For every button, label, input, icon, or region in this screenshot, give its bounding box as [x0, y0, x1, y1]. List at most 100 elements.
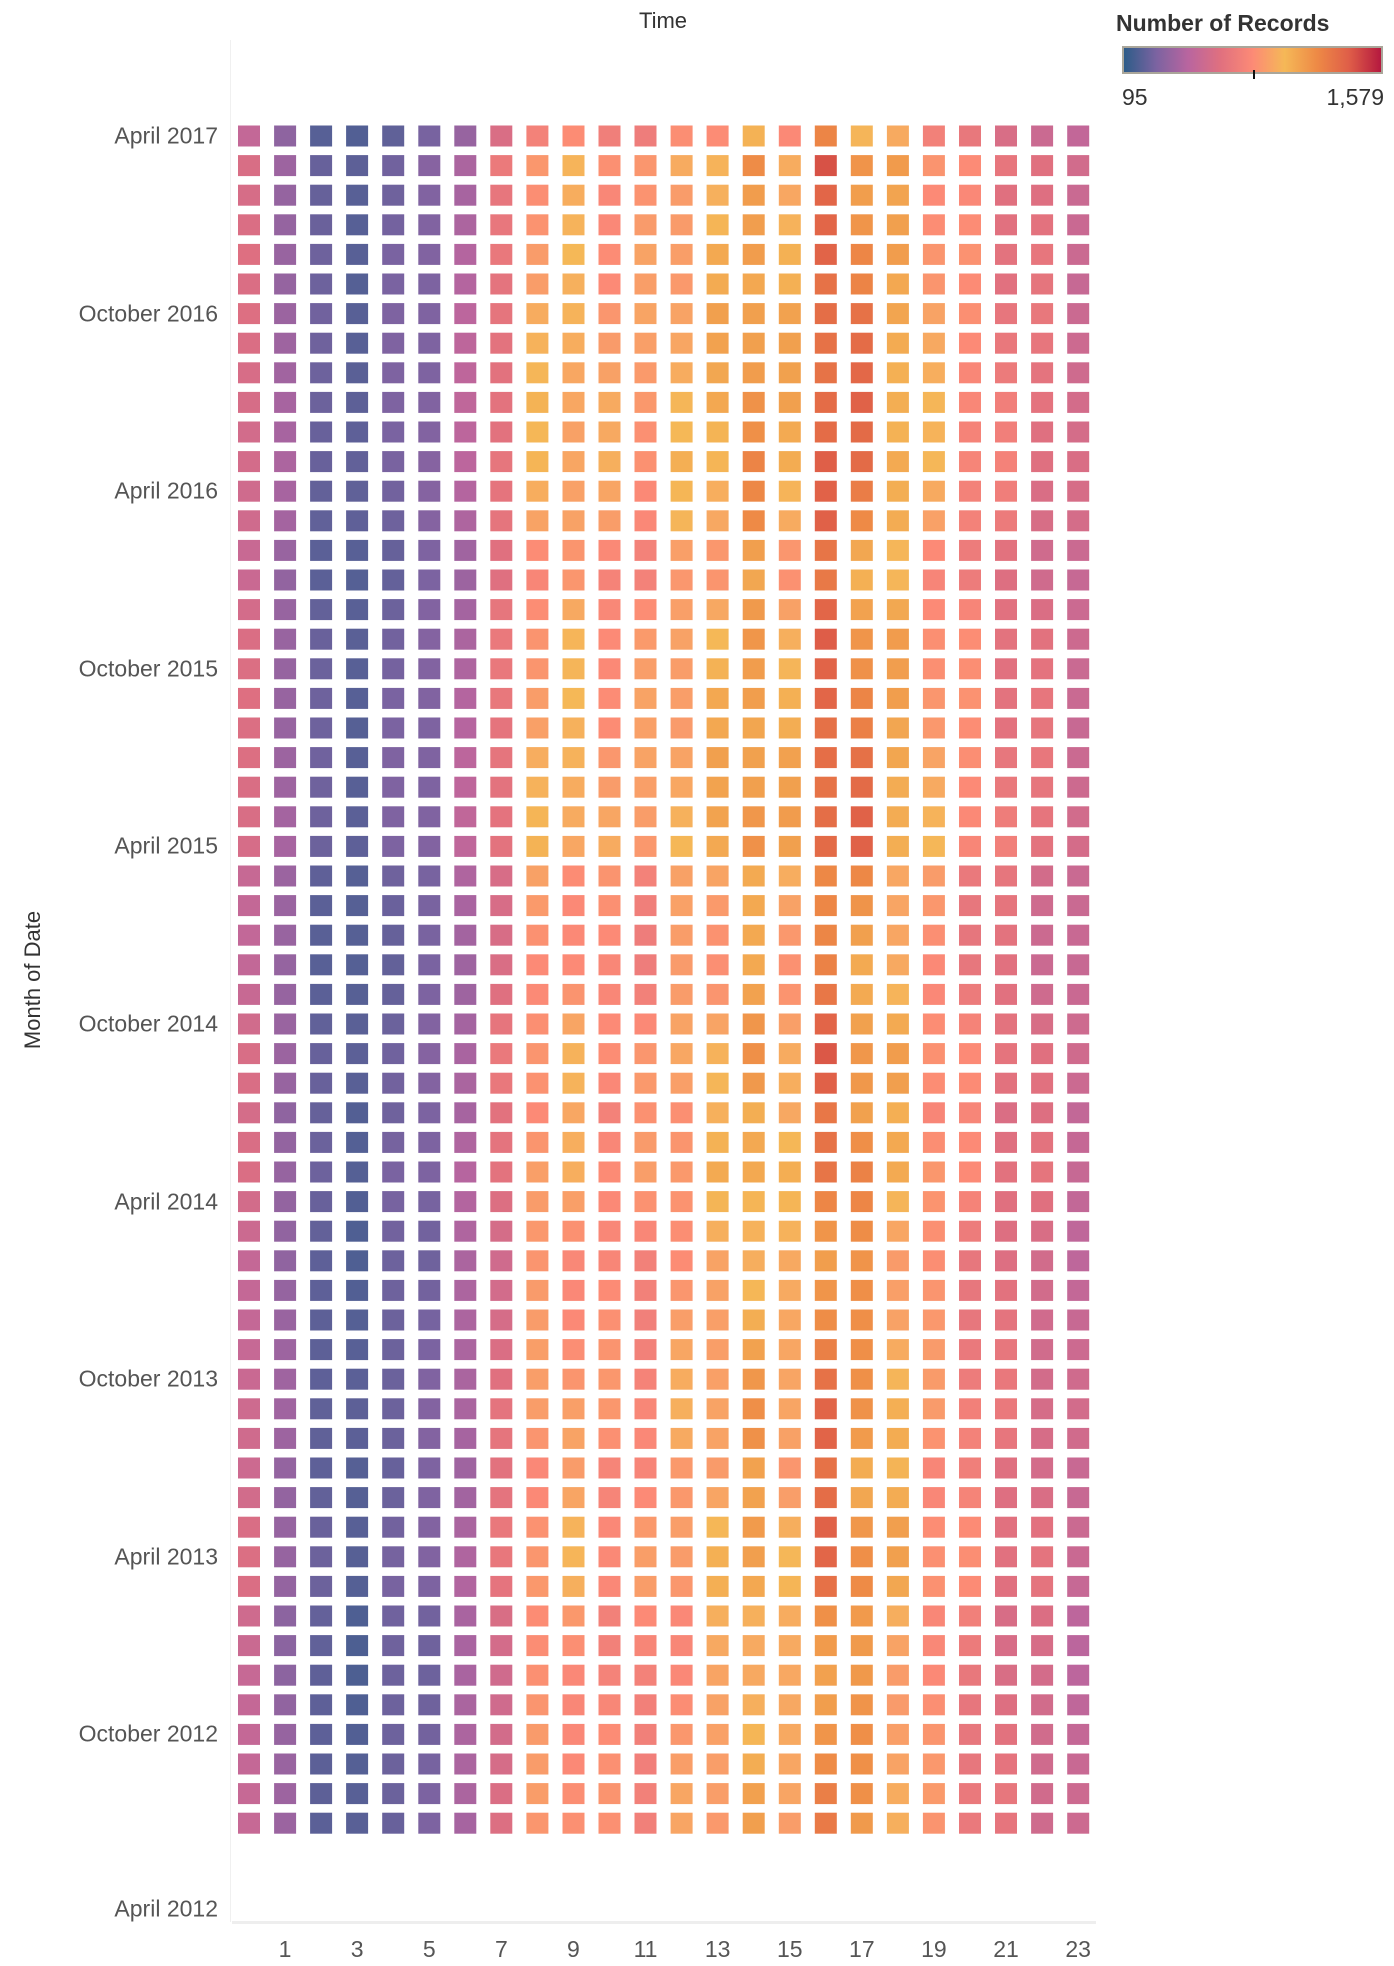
- heatmap-cell[interactable]: [850, 1575, 873, 1597]
- heatmap-cell[interactable]: [274, 1723, 297, 1745]
- heatmap-cell[interactable]: [526, 747, 549, 769]
- heatmap-cell[interactable]: [778, 1220, 801, 1242]
- heatmap-cell[interactable]: [274, 628, 297, 650]
- heatmap-cell[interactable]: [382, 1131, 405, 1153]
- heatmap-cell[interactable]: [454, 924, 477, 946]
- heatmap-cell[interactable]: [346, 1339, 369, 1361]
- heatmap-cell[interactable]: [995, 747, 1017, 769]
- heatmap-cell[interactable]: [562, 1309, 585, 1331]
- heatmap-cell[interactable]: [562, 1575, 585, 1597]
- heatmap-cell[interactable]: [706, 895, 729, 917]
- heatmap-cell[interactable]: [1031, 1309, 1054, 1331]
- heatmap-cell[interactable]: [1031, 569, 1054, 591]
- heatmap-cell[interactable]: [995, 273, 1017, 295]
- heatmap-cell[interactable]: [959, 510, 981, 532]
- heatmap-cell[interactable]: [346, 983, 369, 1005]
- heatmap-cell[interactable]: [995, 687, 1017, 709]
- heatmap-cell[interactable]: [562, 1546, 585, 1568]
- heatmap-cell[interactable]: [310, 1309, 333, 1331]
- heatmap-cell[interactable]: [1067, 1546, 1090, 1568]
- heatmap-cell[interactable]: [922, 1457, 945, 1479]
- heatmap-cell[interactable]: [598, 243, 621, 265]
- heatmap-cell[interactable]: [310, 895, 333, 917]
- heatmap-cell[interactable]: [634, 273, 657, 295]
- heatmap-cell[interactable]: [598, 391, 621, 413]
- heatmap-cell[interactable]: [562, 391, 585, 413]
- heatmap-cell[interactable]: [238, 1457, 260, 1479]
- heatmap-cell[interactable]: [634, 1635, 657, 1657]
- heatmap-cell[interactable]: [310, 1220, 333, 1242]
- heatmap-cell[interactable]: [454, 983, 477, 1005]
- heatmap-cell[interactable]: [814, 1723, 837, 1745]
- heatmap-cell[interactable]: [850, 924, 873, 946]
- heatmap-cell[interactable]: [995, 1753, 1017, 1775]
- heatmap-cell[interactable]: [706, 1487, 729, 1509]
- heatmap-cell[interactable]: [995, 332, 1017, 354]
- heatmap-cell[interactable]: [346, 658, 369, 680]
- heatmap-cell[interactable]: [526, 243, 549, 265]
- heatmap-cell[interactable]: [526, 1368, 549, 1390]
- heatmap-cell[interactable]: [706, 924, 729, 946]
- heatmap-cell[interactable]: [382, 1161, 405, 1183]
- heatmap-cell[interactable]: [670, 243, 693, 265]
- heatmap-cell[interactable]: [310, 539, 333, 561]
- heatmap-cell[interactable]: [346, 776, 369, 798]
- heatmap-cell[interactable]: [670, 451, 693, 473]
- heatmap-cell[interactable]: [742, 1694, 765, 1716]
- heatmap-cell[interactable]: [238, 835, 260, 857]
- heatmap-cell[interactable]: [959, 1161, 981, 1183]
- heatmap-cell[interactable]: [995, 1072, 1017, 1094]
- heatmap-cell[interactable]: [1031, 924, 1054, 946]
- heatmap-cell[interactable]: [670, 1309, 693, 1331]
- heatmap-cell[interactable]: [778, 983, 801, 1005]
- heatmap-cell[interactable]: [490, 1161, 513, 1183]
- heatmap-cell[interactable]: [706, 983, 729, 1005]
- heatmap-cell[interactable]: [490, 1575, 513, 1597]
- heatmap-cell[interactable]: [1031, 1250, 1054, 1272]
- heatmap-cell[interactable]: [490, 1812, 513, 1834]
- heatmap-cell[interactable]: [1067, 303, 1090, 325]
- heatmap-cell[interactable]: [490, 243, 513, 265]
- heatmap-cell[interactable]: [598, 1783, 621, 1805]
- heatmap-cell[interactable]: [490, 1102, 513, 1124]
- heatmap-cell[interactable]: [886, 214, 909, 236]
- heatmap-cell[interactable]: [598, 1694, 621, 1716]
- heatmap-cell[interactable]: [346, 303, 369, 325]
- heatmap-cell[interactable]: [922, 628, 945, 650]
- heatmap-cell[interactable]: [1067, 1783, 1090, 1805]
- heatmap-cell[interactable]: [310, 1279, 333, 1301]
- heatmap-cell[interactable]: [238, 1043, 260, 1065]
- heatmap-cell[interactable]: [526, 1635, 549, 1657]
- heatmap-cell[interactable]: [418, 1575, 441, 1597]
- heatmap-cell[interactable]: [706, 1191, 729, 1213]
- heatmap-cell[interactable]: [346, 1072, 369, 1094]
- heatmap-cell[interactable]: [454, 1427, 477, 1449]
- heatmap-cell[interactable]: [526, 1398, 549, 1420]
- heatmap-cell[interactable]: [454, 1575, 477, 1597]
- heatmap-cell[interactable]: [706, 1635, 729, 1657]
- heatmap-cell[interactable]: [562, 332, 585, 354]
- heatmap-cell[interactable]: [562, 214, 585, 236]
- heatmap-cell[interactable]: [382, 895, 405, 917]
- heatmap-cell[interactable]: [778, 747, 801, 769]
- heatmap-cell[interactable]: [1031, 1161, 1054, 1183]
- heatmap-cell[interactable]: [922, 1043, 945, 1065]
- heatmap-cell[interactable]: [634, 1694, 657, 1716]
- heatmap-cell[interactable]: [634, 1191, 657, 1213]
- heatmap-cell[interactable]: [959, 1131, 981, 1153]
- heatmap-cell[interactable]: [418, 273, 441, 295]
- heatmap-cell[interactable]: [238, 1013, 260, 1035]
- heatmap-cell[interactable]: [1031, 835, 1054, 857]
- heatmap-cell[interactable]: [742, 983, 765, 1005]
- heatmap-cell[interactable]: [418, 747, 441, 769]
- heatmap-cell[interactable]: [490, 1398, 513, 1420]
- heatmap-cell[interactable]: [274, 273, 297, 295]
- heatmap-cell[interactable]: [778, 539, 801, 561]
- heatmap-cell[interactable]: [418, 1398, 441, 1420]
- heatmap-cell[interactable]: [850, 391, 873, 413]
- heatmap-cell[interactable]: [238, 1102, 260, 1124]
- heatmap-cell[interactable]: [274, 569, 297, 591]
- heatmap-cell[interactable]: [418, 599, 441, 621]
- heatmap-cell[interactable]: [706, 125, 729, 147]
- heatmap-cell[interactable]: [238, 747, 260, 769]
